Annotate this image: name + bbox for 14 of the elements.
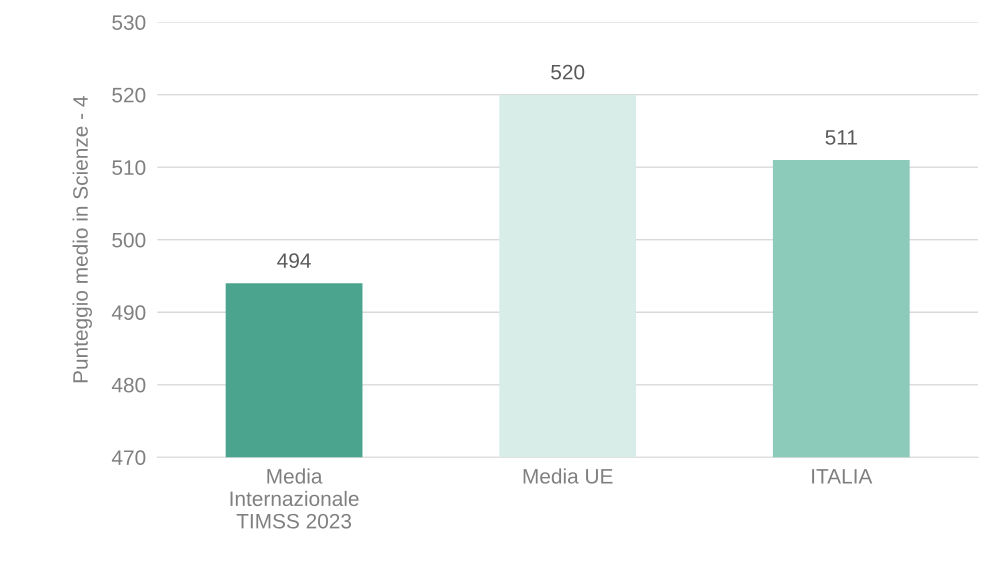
x-tick-label: ITALIA	[812, 469, 872, 484]
y-tick-label: 510	[112, 160, 146, 175]
y-tick-label: 480	[112, 378, 146, 393]
y-axis-title: Punteggio medio in Scienze - 4	[72, 96, 92, 382]
x-tick-label: Media UE	[524, 468, 613, 484]
y-tick-label: 530	[112, 15, 146, 30]
y-tick-label: 490	[112, 305, 146, 320]
x-tick-label: Media Internazionale TIMSS 2023	[230, 468, 359, 529]
data-label: 520	[551, 64, 584, 80]
y-tick-label: 470	[112, 450, 146, 466]
y-tick-label: 520	[112, 88, 146, 102]
data-label: 511	[826, 130, 857, 145]
y-tick-label: 500	[112, 232, 146, 248]
data-label: 494	[277, 253, 311, 268]
